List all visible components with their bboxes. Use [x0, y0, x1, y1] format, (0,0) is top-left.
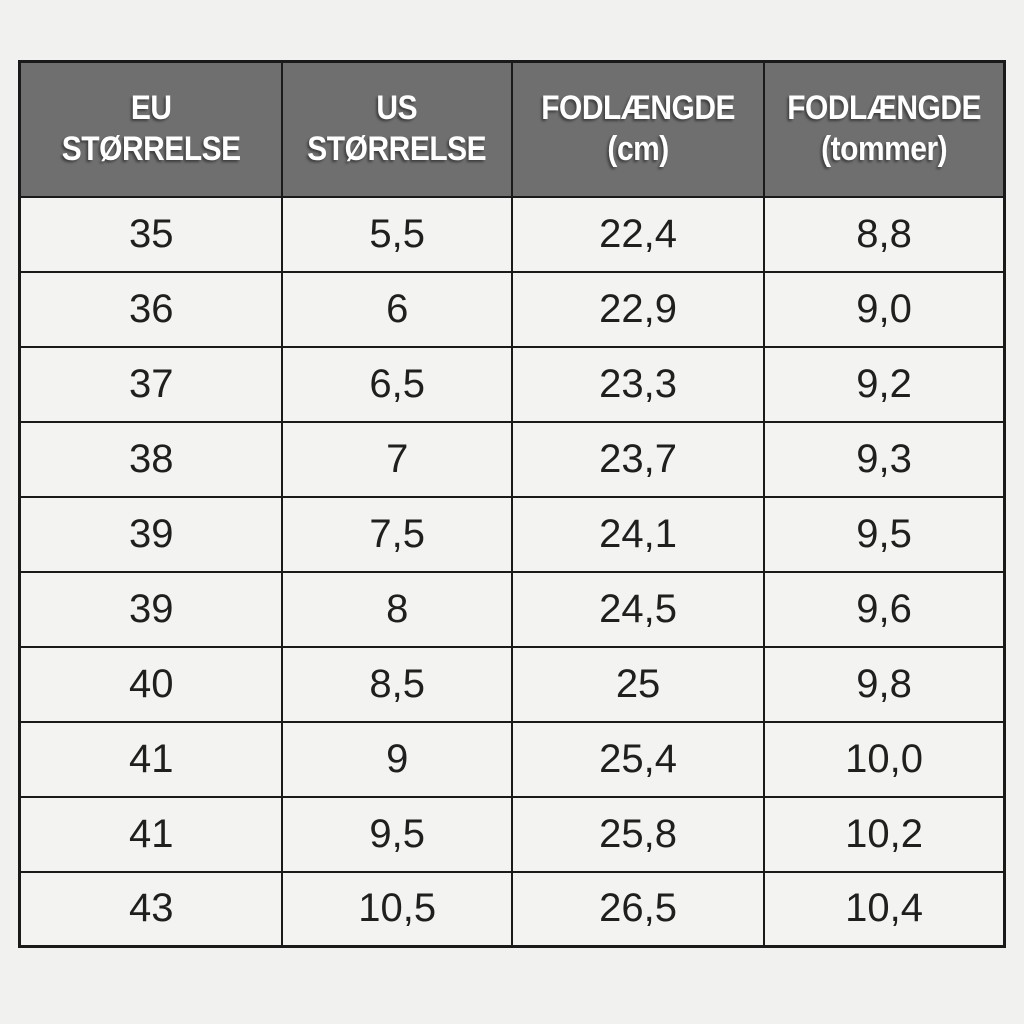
table-cell: 5,5 — [281, 195, 513, 273]
table-cell: 23,7 — [510, 420, 766, 498]
table-cell: 10,0 — [763, 720, 1006, 798]
header-row: EU STØRRELSE US STØRRELSE FODLÆNGDE (cm)… — [18, 60, 1006, 198]
table-row: 35 5,5 22,4 8,8 — [18, 195, 1006, 273]
table-cell: 9,6 — [763, 570, 1006, 648]
table-row: 43 10,5 26,5 10,4 — [18, 870, 1006, 948]
header-foot-length-cm-label: FODLÆNGDE (cm) — [541, 88, 735, 169]
table-cell: 25,8 — [510, 795, 766, 873]
header-foot-length-cm: FODLÆNGDE (cm) — [510, 60, 766, 198]
table-row: 41 9 25,4 10,0 — [18, 720, 1006, 798]
table-cell: 7,5 — [281, 495, 513, 573]
table-cell: 10,5 — [281, 870, 513, 948]
table-row: 40 8,5 25 9,8 — [18, 645, 1006, 723]
table-cell: 9,5 — [763, 495, 1006, 573]
header-foot-length-inches-label: FODLÆNGDE (tommer) — [787, 88, 981, 169]
table-cell: 41 — [18, 720, 284, 798]
header-foot-length-inches: FODLÆNGDE (tommer) — [763, 60, 1006, 198]
table-cell: 8,5 — [281, 645, 513, 723]
table-cell: 10,2 — [763, 795, 1006, 873]
table-cell: 9,3 — [763, 420, 1006, 498]
header-eu-size: EU STØRRELSE — [18, 60, 284, 198]
table-cell: 7 — [281, 420, 513, 498]
table-row: 39 8 24,5 9,6 — [18, 570, 1006, 648]
table-row: 41 9,5 25,8 10,2 — [18, 795, 1006, 873]
table-cell: 9,0 — [763, 270, 1006, 348]
table-cell: 37 — [18, 345, 284, 423]
table-cell: 9,5 — [281, 795, 513, 873]
header-eu-size-label: EU STØRRELSE — [61, 88, 241, 169]
table-cell: 24,1 — [510, 495, 766, 573]
table-cell: 22,9 — [510, 270, 766, 348]
table-cell: 26,5 — [510, 870, 766, 948]
table-cell: 8,8 — [763, 195, 1006, 273]
table-cell: 9,2 — [763, 345, 1006, 423]
size-table-body: 35 5,5 22,4 8,8 36 6 22,9 9,0 37 6,5 23,3 9,2 38 7 23,… — [18, 195, 1006, 948]
table-cell: 41 — [18, 795, 284, 873]
size-table-header: EU STØRRELSE US STØRRELSE FODLÆNGDE (cm)… — [18, 60, 1006, 198]
table-cell: 40 — [18, 645, 284, 723]
table-cell: 6 — [281, 270, 513, 348]
table-cell: 25,4 — [510, 720, 766, 798]
table-row: 37 6,5 23,3 9,2 — [18, 345, 1006, 423]
table-cell: 8 — [281, 570, 513, 648]
table-row: 36 6 22,9 9,0 — [18, 270, 1006, 348]
table-cell: 6,5 — [281, 345, 513, 423]
table-cell: 22,4 — [510, 195, 766, 273]
table-cell: 9 — [281, 720, 513, 798]
table-cell: 36 — [18, 270, 284, 348]
table-cell: 9,8 — [763, 645, 1006, 723]
table-cell: 23,3 — [510, 345, 766, 423]
table-cell: 25 — [510, 645, 766, 723]
table-row: 38 7 23,7 9,3 — [18, 420, 1006, 498]
header-us-size: US STØRRELSE — [281, 60, 513, 198]
table-cell: 10,4 — [763, 870, 1006, 948]
table-row: 39 7,5 24,1 9,5 — [18, 495, 1006, 573]
size-conversion-table: EU STØRRELSE US STØRRELSE FODLÆNGDE (cm)… — [18, 60, 1006, 948]
header-us-size-label: US STØRRELSE — [307, 88, 487, 169]
table-cell: 39 — [18, 570, 284, 648]
table-cell: 35 — [18, 195, 284, 273]
table-cell: 43 — [18, 870, 284, 948]
table-cell: 39 — [18, 495, 284, 573]
table-cell: 38 — [18, 420, 284, 498]
table-cell: 24,5 — [510, 570, 766, 648]
